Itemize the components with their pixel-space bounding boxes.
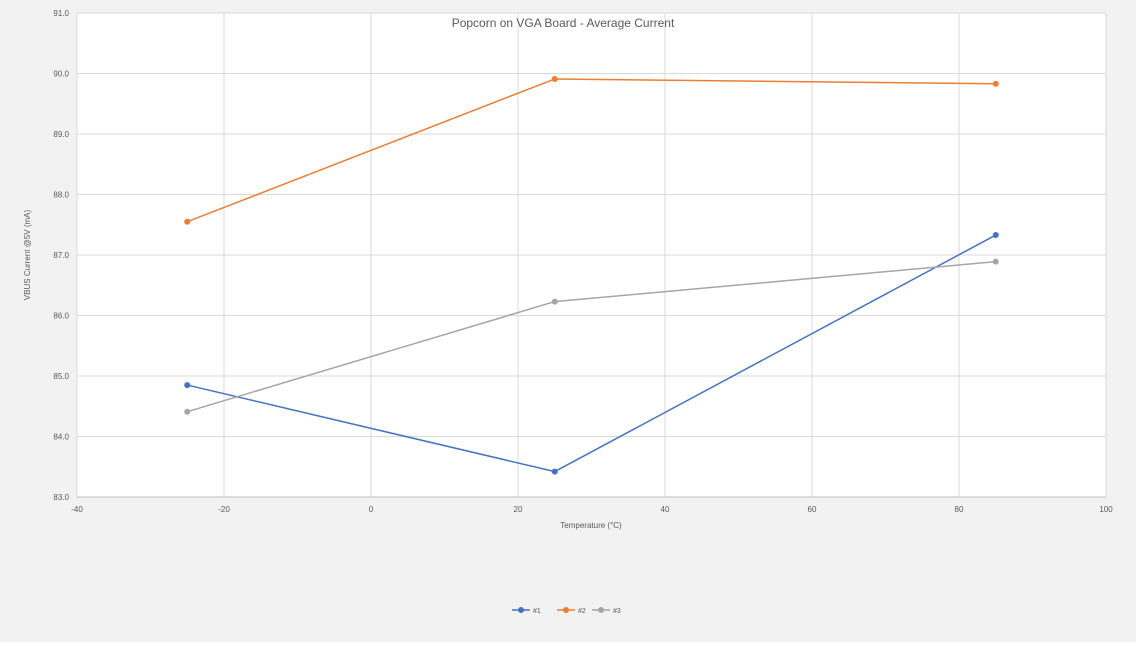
data-point (184, 408, 191, 415)
legend: #1 #2 #3 (512, 607, 621, 615)
x-axis-ticks: -40 -20 0 20 40 60 80 100 (71, 505, 1113, 514)
series-2 (184, 75, 999, 225)
data-point (992, 80, 999, 87)
legend-entry: #3 (592, 607, 621, 615)
x-tick-label: 0 (369, 505, 374, 514)
chart-title: Popcorn on VGA Board - Average Current (452, 16, 675, 30)
y-tick-label: 88.0 (53, 191, 69, 200)
y-axis-ticks: 83.0 84.0 85.0 86.0 87.0 88.0 89.0 90.0 91.0 (53, 9, 69, 502)
y-tick-label: 91.0 (53, 9, 69, 18)
y-tick-label: 89.0 (53, 130, 69, 139)
legend-entry: #1 (512, 607, 541, 615)
y-tick-label: 86.0 (53, 312, 69, 321)
x-tick-label: 20 (514, 505, 523, 514)
y-tick-label: 87.0 (53, 251, 69, 260)
data-point (551, 75, 558, 82)
grid-lines (76, 12, 1107, 498)
y-axis-label: VBUS Current @5V (mA) (23, 209, 32, 300)
data-point (551, 298, 558, 305)
y-tick-label: 90.0 (53, 70, 69, 79)
x-tick-label: 60 (808, 505, 817, 514)
series-1 (184, 232, 999, 475)
x-tick-label: 40 (661, 505, 670, 514)
x-tick-label: -40 (71, 505, 83, 514)
series-layer (184, 75, 999, 475)
x-tick-label: 100 (1099, 505, 1113, 514)
y-tick-label: 83.0 (53, 493, 69, 502)
data-point (992, 232, 999, 239)
data-point (551, 468, 558, 475)
legend-marker (563, 607, 569, 613)
legend-label: #1 (533, 608, 541, 615)
legend-marker (598, 607, 604, 613)
legend-marker (518, 607, 524, 613)
x-tick-label: -20 (218, 505, 230, 514)
data-point (184, 218, 191, 225)
legend-label: #3 (613, 608, 621, 615)
data-point (992, 258, 999, 265)
data-point (184, 382, 191, 389)
y-tick-label: 85.0 (53, 372, 69, 381)
x-axis-label: Temperature (°C) (560, 521, 622, 530)
series-3 (184, 258, 999, 415)
legend-entry: #2 (557, 607, 586, 615)
x-tick-label: 80 (955, 505, 964, 514)
y-tick-label: 84.0 (53, 433, 69, 442)
legend-label: #2 (578, 608, 586, 615)
